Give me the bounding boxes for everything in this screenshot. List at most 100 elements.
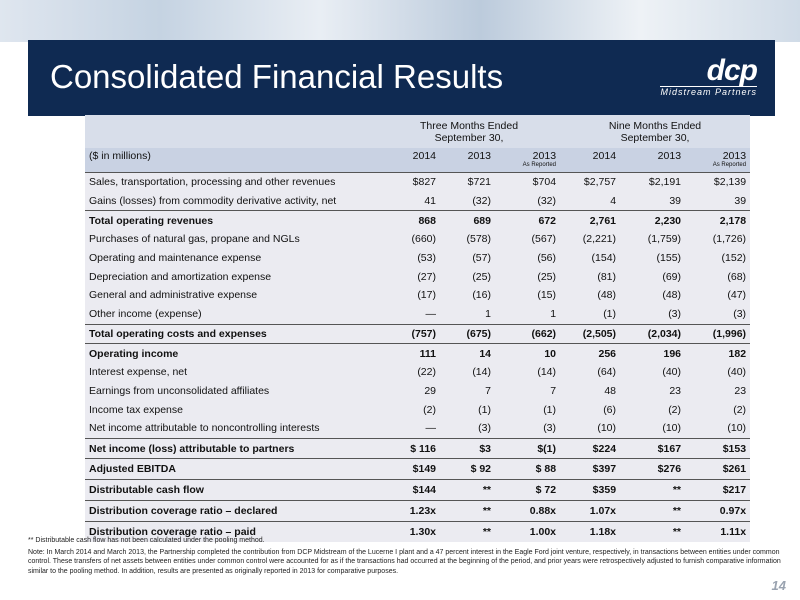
cell-value: (32) — [537, 195, 557, 208]
cell-value: (1) — [478, 403, 491, 416]
cell-value: 4 — [610, 195, 617, 208]
column-note: As Reported — [712, 162, 747, 168]
cell-value: 0.88x — [495, 500, 561, 522]
table-row: Interest expense, net (22) (14) (14) (64) (40… — [85, 363, 750, 382]
cell-value: $149 — [378, 458, 440, 480]
cell-value: (1,996) — [685, 323, 751, 344]
cell-value: 1.00x — [495, 520, 561, 542]
cell-value: (40) — [662, 366, 682, 379]
row-label: Depreciation and amortization expense — [89, 270, 272, 283]
cell-value: 1.07x — [560, 500, 621, 522]
cell-value: 689 — [440, 210, 495, 231]
table-row: Distribution coverage ratio – paid 1.30x *… — [85, 520, 751, 542]
cell-value: 23 — [734, 384, 747, 397]
table-row: Total operating revenues 868 689 672 2,761 2,… — [85, 210, 751, 231]
row-label: Distribution coverage ratio – declared — [85, 500, 378, 522]
cell-value: (15) — [537, 289, 557, 302]
footnote: ** Distributable cash flow has not been … — [28, 537, 265, 544]
cell-value: ** — [620, 500, 686, 522]
cell-value: $153 — [685, 437, 751, 459]
table-row: Operating income 111 14 10 256 196 182 — [85, 343, 751, 363]
cell-value: $ 116 — [378, 437, 440, 459]
cell-value: (2,505) — [560, 323, 621, 344]
row-label: Total operating revenues — [85, 210, 378, 231]
cell-value: 196 — [620, 343, 686, 363]
logo-sub: Midstream Partners — [660, 86, 757, 97]
group-header: Three Months Ended September 30, — [378, 115, 561, 148]
cell-value: $2,139 — [685, 171, 751, 192]
cell-value: 48 — [604, 384, 617, 397]
footnotes: ** Distributable cash flow has not been … — [28, 536, 788, 578]
cell-value: (14) — [537, 366, 557, 379]
cell-value: (25) — [472, 270, 491, 283]
cell-value: 868 — [378, 210, 440, 231]
cell-value: (68) — [727, 270, 747, 283]
cell-value: ** — [620, 520, 686, 542]
cell-value: 1.11x — [685, 520, 751, 542]
cell-value: 111 — [378, 343, 440, 363]
row-label: Operating income — [85, 343, 378, 363]
table-row: Purchases of natural gas, propane and NG… — [85, 230, 750, 249]
table-row: Net income (loss) attributable to partne… — [85, 437, 751, 459]
cell-value: $167 — [620, 437, 686, 459]
table-row: Income tax expense (2) (1) (1) (6) (2) (2) — [85, 400, 750, 419]
cell-value: (81) — [597, 270, 617, 283]
cell-value: (22) — [417, 366, 436, 379]
cell-value: (578) — [466, 233, 491, 246]
row-label: Income tax expense — [89, 403, 183, 416]
cell-value: 1 — [550, 308, 557, 321]
cell-value: — — [425, 308, 437, 321]
cell-value: (32) — [472, 195, 491, 208]
cell-value: (662) — [495, 323, 561, 344]
cell-value: 1.30x — [378, 520, 440, 542]
cell-value: 2,230 — [620, 210, 686, 231]
cell-value: (53) — [417, 252, 436, 265]
table-row: Distribution coverage ratio – declared 1.… — [85, 500, 751, 522]
cell-value: (1,726) — [712, 233, 747, 246]
cell-value: ** — [440, 479, 495, 501]
cell-value: (1,759) — [647, 233, 682, 246]
cell-value: (27) — [417, 270, 436, 283]
cell-value: 7 — [550, 384, 557, 397]
cell-value: $397 — [560, 458, 621, 480]
table-row: Distributable cash flow $144 ** $ 72 $359 ** $… — [85, 479, 751, 501]
cell-value: (2) — [733, 403, 747, 416]
cell-value: 2,178 — [685, 210, 751, 231]
units-label: ($ in millions) — [85, 148, 378, 173]
cell-value: 23 — [669, 384, 682, 397]
cell-value: (154) — [591, 252, 617, 265]
cell-value: (567) — [531, 233, 557, 246]
cell-value: (6) — [603, 403, 617, 416]
cell-value: 10 — [495, 343, 561, 363]
cell-value: (3) — [668, 308, 682, 321]
cell-value: (48) — [597, 289, 617, 302]
cell-value: $ 72 — [495, 479, 561, 501]
cell-value: $359 — [560, 479, 621, 501]
table-row: General and administrative expense (17) (1… — [85, 286, 750, 305]
cell-value: (25) — [537, 270, 557, 283]
cell-value: (757) — [378, 323, 440, 344]
cell-value: (14) — [472, 366, 491, 379]
cell-value: (660) — [411, 233, 436, 246]
cell-value: $ 88 — [495, 458, 561, 480]
row-label: Distributable cash flow — [85, 479, 378, 501]
table-row: Earnings from unconsolidated affiliates 2… — [85, 382, 750, 401]
cell-value: (16) — [472, 289, 491, 302]
cell-value: (2,221) — [582, 233, 617, 246]
column-year: 2013 — [657, 150, 682, 162]
cell-value: (48) — [662, 289, 682, 302]
row-label: Interest expense, net — [89, 366, 188, 379]
slide-title: Consolidated Financial Results — [50, 58, 504, 95]
empty-cell — [85, 115, 378, 148]
row-label: Other income (expense) — [89, 308, 202, 321]
cell-value: $276 — [620, 458, 686, 480]
row-label: Adjusted EBITDA — [85, 458, 378, 480]
table-row: Gains (losses) from commodity derivative… — [85, 192, 750, 211]
table-row: Sales, transportation, processing and ot… — [85, 171, 751, 192]
cell-value: (1) — [543, 403, 557, 416]
cell-value: $2,757 — [560, 171, 621, 192]
cell-value: $224 — [560, 437, 621, 459]
row-label: Gains (losses) from commodity derivative… — [89, 195, 337, 208]
cell-value: ** — [440, 520, 495, 542]
row-label: Distribution coverage ratio – paid — [85, 520, 378, 542]
